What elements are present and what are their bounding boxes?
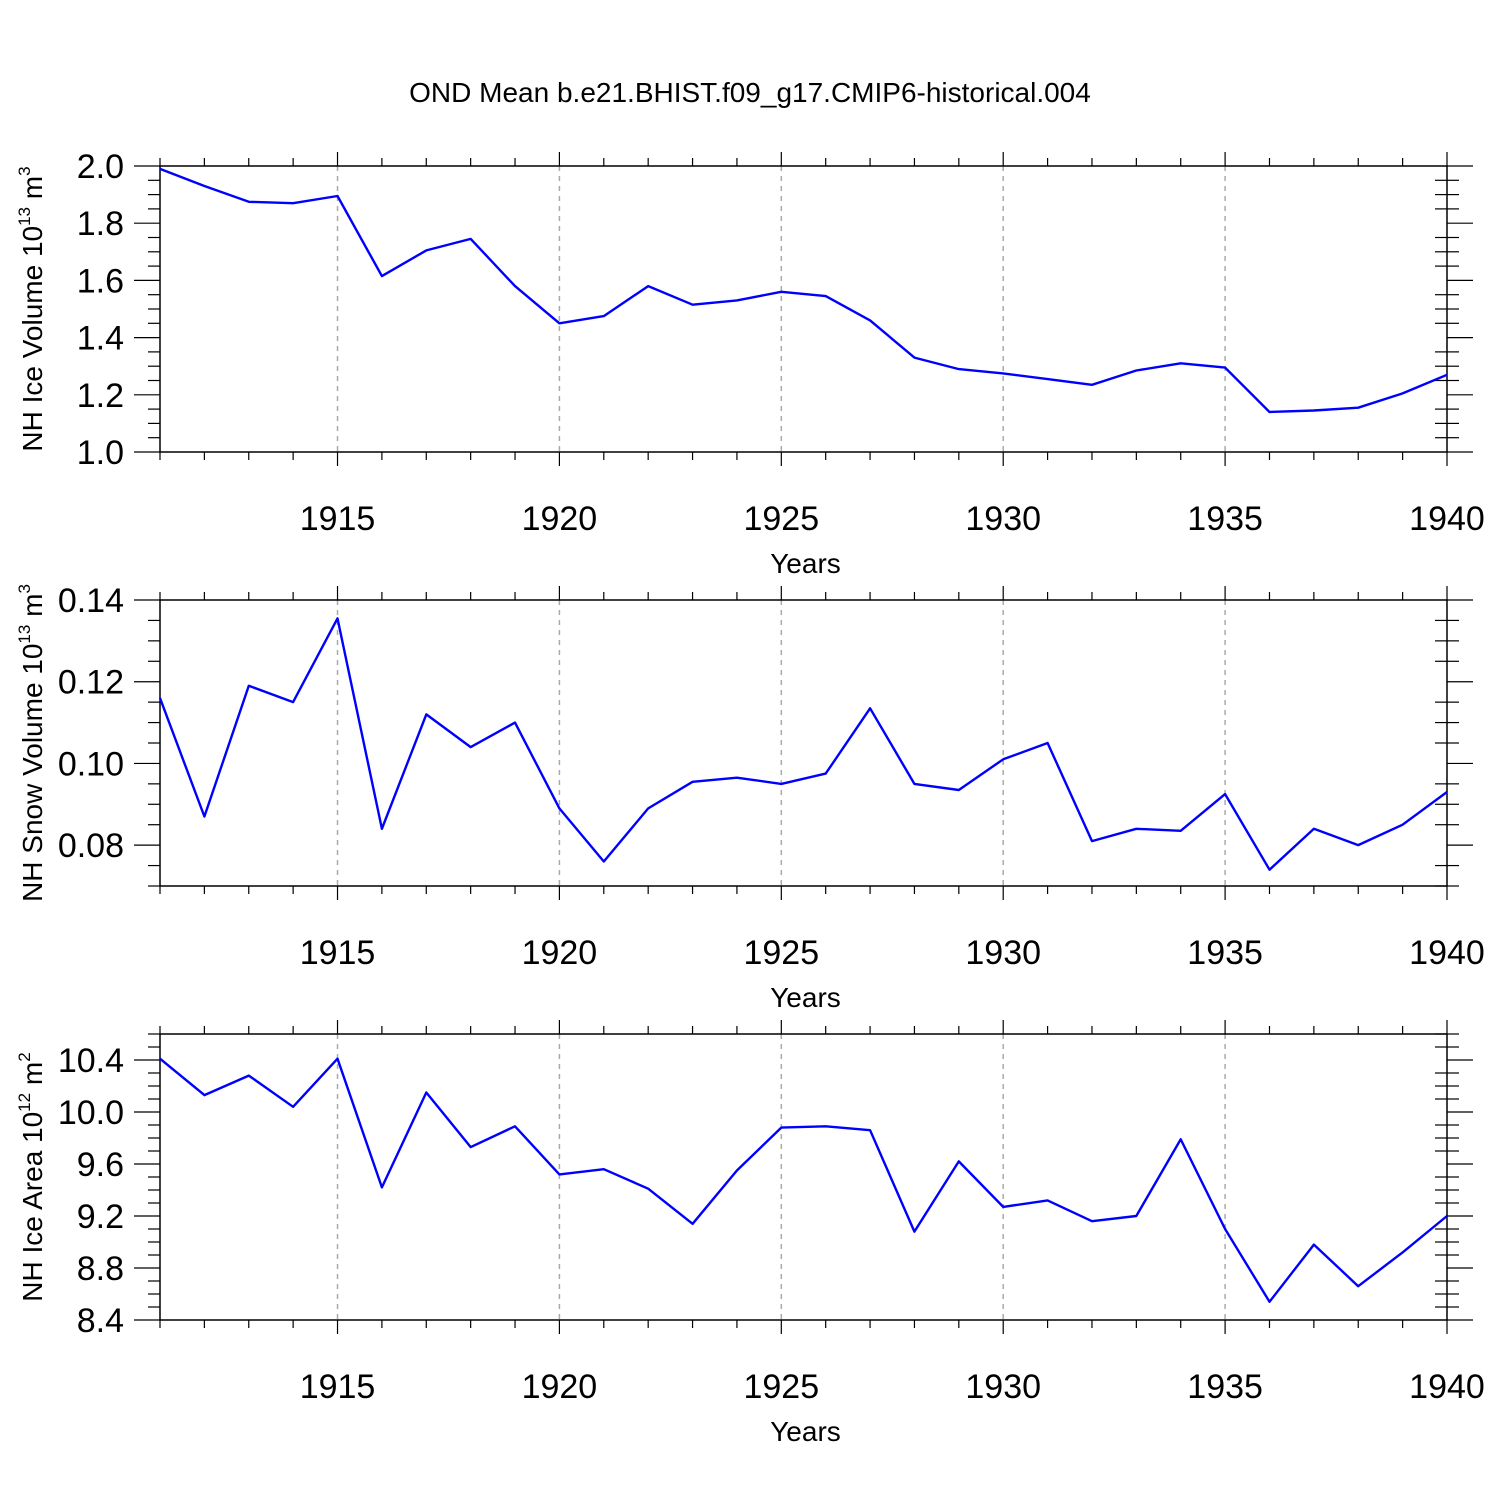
plot-frame <box>159 599 1448 887</box>
y-axis-label-unit: m <box>17 1062 48 1093</box>
panel-1: 1.0 1.2 1.4 1.6 1.8 2.0 1915 1920 1925 1930 1935 19… <box>15 148 1485 579</box>
y-tick-label: 1.0 <box>77 434 124 472</box>
y-tick-label: 8.8 <box>77 1250 124 1288</box>
y-tick-label: 1.4 <box>77 320 124 358</box>
x-tick-label: 1935 <box>1187 934 1263 972</box>
panel-2: 0.08 0.10 0.12 0.14 1915 1920 1925 1930 1935 1940… <box>15 582 1485 1013</box>
y-axis-label-text: NH Ice Area 10 <box>17 1112 48 1302</box>
y-axis-label: NH Snow Volume 1013 m3 <box>15 584 48 902</box>
x-tick-label: 1940 <box>1409 1368 1485 1406</box>
x-tick-label: 1930 <box>965 1368 1041 1406</box>
y-axis-label-unit: m <box>17 176 48 207</box>
x-tick-label: 1925 <box>743 1368 819 1406</box>
x-tick-label: 1915 <box>300 1368 376 1406</box>
x-tick-label: 1940 <box>1409 934 1485 972</box>
y-axis-label-unit-exponent: 3 <box>15 166 34 175</box>
plot-frame <box>159 1033 1448 1321</box>
x-tick-label: 1935 <box>1187 500 1263 538</box>
y-tick-label: 0.12 <box>58 664 124 702</box>
y-tick-label: 9.6 <box>77 1146 124 1184</box>
series-line <box>159 167 1448 414</box>
x-axis-label: Years <box>770 982 841 1013</box>
y-tick-label: 8.4 <box>77 1302 124 1340</box>
y-axis-label-unit-exponent: 3 <box>15 584 34 593</box>
x-tick-label: 1925 <box>743 934 819 972</box>
x-tick-label: 1920 <box>522 500 598 538</box>
y-tick-label: 1.8 <box>77 205 124 243</box>
chart-title: OND Mean b.e21.BHIST.f09_g17.CMIP6-histo… <box>409 77 1091 108</box>
y-axis-label: NH Ice Area 1012 m2 <box>15 1052 48 1301</box>
y-tick-label: 1.6 <box>77 262 124 300</box>
y-tick-label: 0.10 <box>58 745 124 783</box>
y-axis-label-exponent: 12 <box>15 1093 34 1112</box>
series-line <box>159 1057 1448 1304</box>
y-axis-label-unit: m <box>17 594 48 625</box>
y-axis-label-unit-exponent: 2 <box>15 1052 34 1061</box>
x-tick-label: 1920 <box>522 1368 598 1406</box>
x-tick-label: 1935 <box>1187 1368 1263 1406</box>
y-tick-label: 10.4 <box>58 1042 124 1080</box>
y-tick-label: 1.2 <box>77 377 124 415</box>
x-tick-label: 1940 <box>1409 500 1485 538</box>
plot-frame <box>159 165 1448 453</box>
y-axis-label: NH Ice Volume 1013 m3 <box>15 166 48 451</box>
y-tick-label: 0.08 <box>58 827 124 865</box>
x-tick-label: 1930 <box>965 500 1041 538</box>
panel-3: 8.4 8.8 9.2 9.6 10.0 10.4 1915 1920 1925 1930 1935… <box>15 1020 1485 1447</box>
y-axis-label-text: NH Snow Volume 10 <box>17 644 48 902</box>
y-axis-label-exponent: 13 <box>15 625 34 644</box>
x-tick-label: 1920 <box>522 934 598 972</box>
x-tick-label: 1915 <box>300 934 376 972</box>
y-tick-label: 9.2 <box>77 1198 124 1236</box>
x-axis-label: Years <box>770 548 841 579</box>
panels: 1.0 1.2 1.4 1.6 1.8 2.0 1915 1920 1925 1930 1935 19… <box>15 148 1485 1447</box>
x-tick-label: 1930 <box>965 934 1041 972</box>
x-tick-label: 1915 <box>300 500 376 538</box>
y-axis-label-exponent: 13 <box>15 207 34 226</box>
y-axis-label-text: NH Ice Volume 10 <box>17 226 48 452</box>
y-tick-label: 10.0 <box>58 1094 124 1132</box>
series-line <box>158 617 1448 871</box>
y-tick-label: 0.14 <box>58 582 124 620</box>
x-tick-label: 1925 <box>743 500 819 538</box>
y-tick-label: 2.0 <box>77 148 124 186</box>
x-axis-label: Years <box>770 1416 841 1447</box>
